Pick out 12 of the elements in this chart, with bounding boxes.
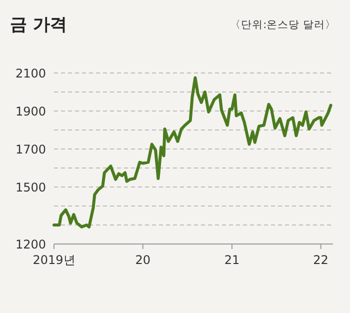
y-tick-label: 2100	[15, 66, 46, 80]
x-tick-label: 20	[135, 253, 150, 267]
x-tick-label: 21	[224, 253, 240, 267]
y-tick-label: 1200	[15, 238, 46, 252]
chart-title: 금 가격	[10, 15, 67, 35]
chart-subtitle: 〈단위:온스당 달러〉	[230, 19, 336, 31]
x-tick-label: 2019년	[32, 253, 76, 267]
y-tick-label: 1500	[15, 180, 46, 194]
y-tick-label: 1700	[15, 142, 46, 156]
x-tick-label: 22	[313, 253, 328, 267]
y-tick-label: 1900	[15, 104, 46, 118]
line-series	[52, 76, 332, 228]
